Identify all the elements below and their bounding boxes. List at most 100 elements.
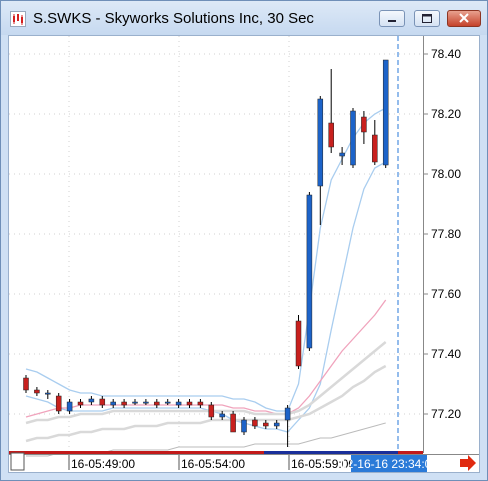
candle-body (34, 389, 40, 394)
candle-body (66, 401, 73, 412)
candle-body (284, 407, 291, 421)
candle-up (45, 390, 51, 399)
candle-body (23, 377, 29, 391)
price-tick-label: 78.20 (431, 107, 461, 121)
maximize-icon (422, 14, 432, 23)
window-title: S.SWKS - Skyworks Solutions Inc, 30 Sec (33, 10, 314, 27)
price-tick-label: 77.20 (431, 407, 461, 421)
candle-up (219, 411, 225, 420)
candle-body (241, 419, 247, 433)
candle-down (34, 387, 40, 396)
candle-body (306, 194, 313, 349)
candle-down (372, 120, 378, 165)
scrollbar-track-highlight (264, 451, 398, 454)
candle-down (186, 399, 193, 408)
indicator-ma-pink (25, 299, 387, 418)
indicator-bollinger-lower (25, 161, 387, 433)
candle-body (143, 401, 149, 404)
maximize-button[interactable] (414, 10, 440, 27)
minimize-icon (388, 20, 396, 22)
cursor-time-text: 12-16-16 23:34:00 (340, 457, 438, 471)
candle-up (382, 59, 389, 168)
candle-body (186, 401, 193, 406)
candle-body (252, 419, 258, 427)
candle-body (132, 401, 138, 404)
candle-body (121, 401, 127, 406)
scrollbar-track[interactable] (9, 451, 423, 454)
candle-body (208, 404, 215, 418)
candle-body (55, 395, 62, 412)
title-bar[interactable]: S.SWKS - Skyworks Solutions Inc, 30 Sec (1, 1, 487, 35)
price-tick-label: 77.60 (431, 287, 461, 301)
app-chart-icon (10, 11, 26, 27)
candle-body (175, 401, 182, 406)
candle-up (164, 399, 171, 405)
candle-down (295, 315, 302, 369)
price-chart[interactable]: 77.20 77.40 77.60 77.80 78.00 78.20 78.40 16-0… (9, 36, 479, 472)
scroll-right-arrow-icon (460, 455, 476, 471)
scroll-handle[interactable] (10, 452, 25, 471)
candle-up (317, 96, 324, 225)
candle-up (273, 420, 280, 429)
candle-body (45, 392, 51, 395)
candle-body (361, 116, 367, 133)
time-axis: 16-05:49:00 16-05:54:00 16-05:59:00 (68, 455, 355, 471)
candle-body (350, 110, 356, 166)
candle-up (66, 399, 73, 414)
candle-body (230, 413, 236, 433)
candles (23, 59, 389, 447)
candle-body (77, 401, 84, 406)
candle-body (197, 401, 204, 406)
candle-up (175, 399, 182, 408)
candle-body (219, 413, 225, 418)
candle-down (230, 411, 236, 433)
candle-down (23, 375, 29, 393)
candle-body (273, 422, 280, 427)
price-tick-label: 78.00 (431, 167, 461, 181)
indicator-ma-gray (25, 341, 387, 425)
candle-up (132, 399, 138, 405)
candle-down (55, 393, 62, 414)
candle-body (339, 152, 345, 157)
candle-up (284, 405, 291, 447)
candle-up (110, 399, 116, 408)
candle-body (382, 59, 389, 166)
candle-body (164, 401, 171, 404)
candle-body (328, 122, 334, 148)
price-tick-label: 78.40 (431, 47, 461, 61)
candle-body (295, 320, 302, 367)
close-icon (459, 13, 469, 23)
minimize-button[interactable] (379, 10, 405, 27)
candle-down (263, 420, 269, 429)
candle-body (99, 398, 106, 406)
scroll-right-button[interactable] (460, 455, 476, 471)
chart-panel[interactable]: 77.20 77.40 77.60 77.80 78.00 78.20 78.40 16-0… (8, 35, 480, 473)
candle-up (339, 147, 345, 165)
candle-down (154, 399, 160, 408)
price-tick-label: 77.80 (431, 227, 461, 241)
candle-body (372, 134, 378, 163)
candle-body (88, 398, 95, 403)
candle-up (241, 417, 247, 435)
candle-down (99, 396, 106, 408)
time-tick-label: 16-05:59:00 (291, 457, 355, 471)
candle-down (197, 399, 204, 408)
candle-down (252, 417, 258, 429)
price-axis: 77.20 77.40 77.60 77.80 78.00 78.20 78.40 (423, 47, 461, 421)
close-button[interactable] (447, 10, 481, 27)
candle-up (88, 396, 95, 405)
cursor-time-label: 12-16-16 23:34:00 (340, 455, 438, 472)
indicator-ma-gray-2 (25, 364, 387, 443)
time-tick-label: 16-05:54:00 (181, 457, 245, 471)
price-tick-label: 77.40 (431, 347, 461, 361)
candle-down (208, 402, 215, 420)
candle-up (350, 108, 356, 168)
indicator-lines (25, 107, 387, 457)
candle-down (328, 69, 334, 153)
candle-body (110, 401, 116, 406)
candle-down (77, 399, 84, 408)
candle-body (317, 98, 324, 187)
time-tick-label: 16-05:49:00 (71, 457, 135, 471)
candle-up (306, 192, 313, 351)
